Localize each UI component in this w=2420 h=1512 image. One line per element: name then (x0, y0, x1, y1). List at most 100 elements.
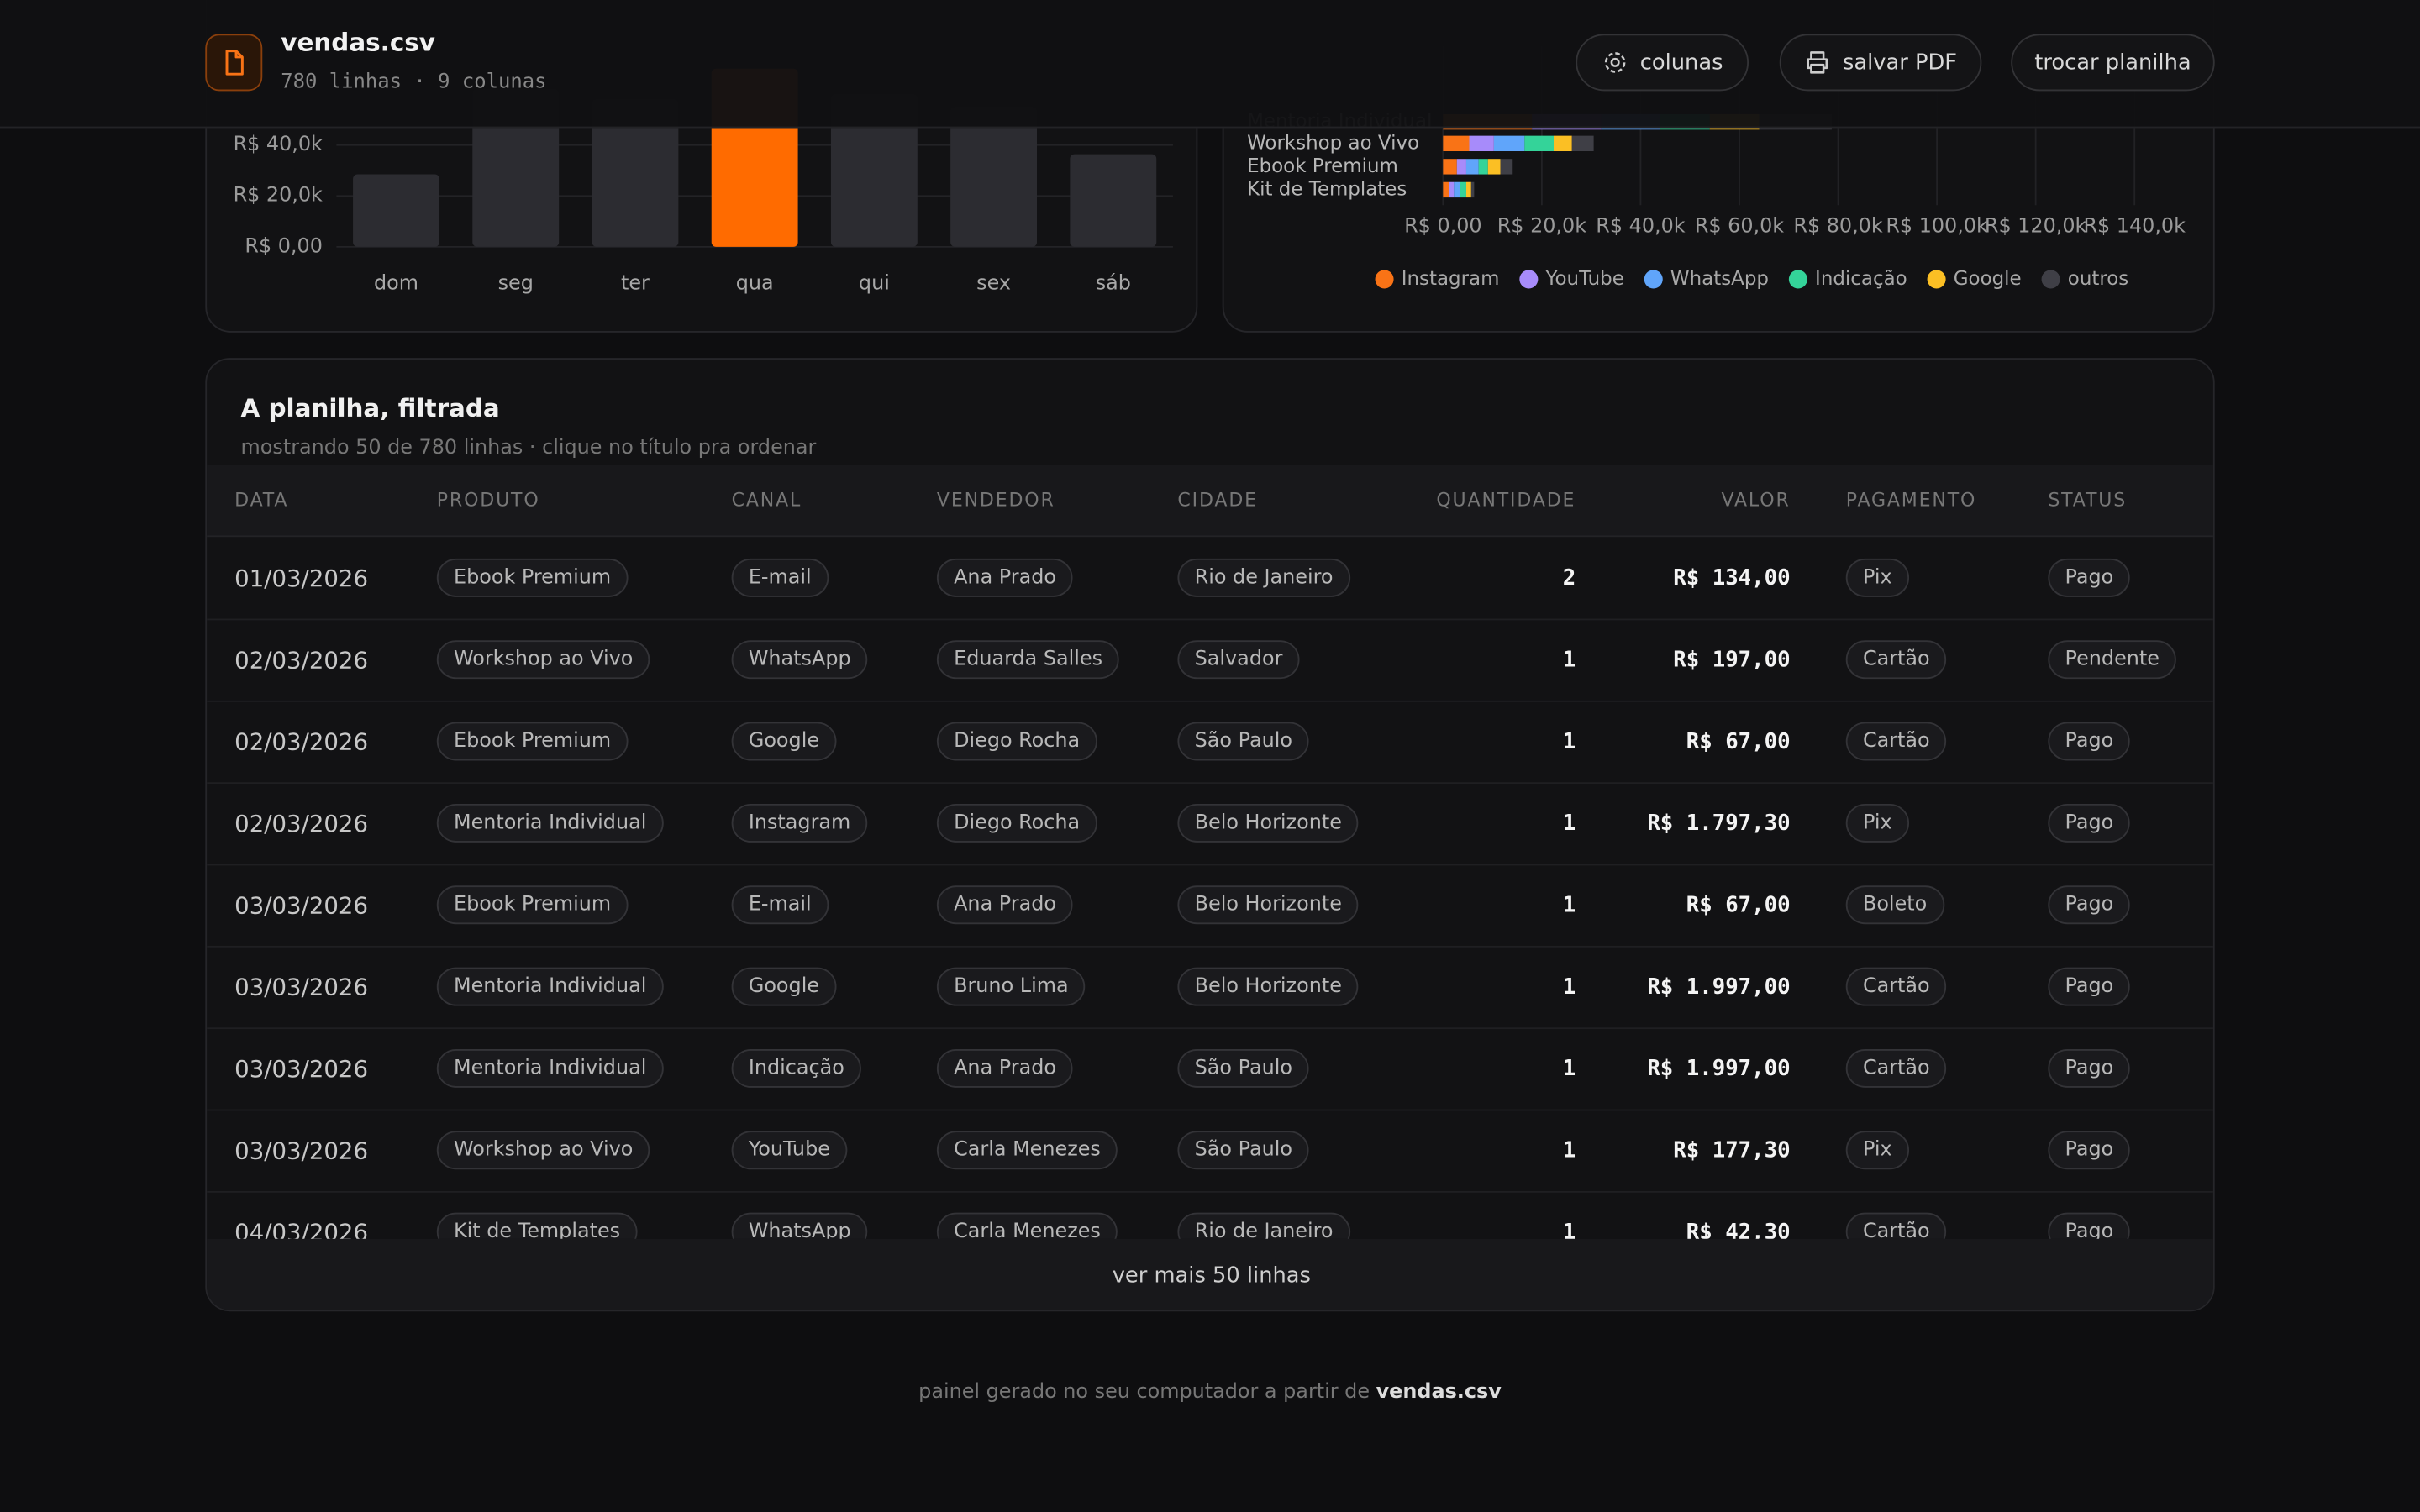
x-tick-label: R$ 80,0k (1793, 214, 1882, 238)
cell-value: R$ 42,30 (1686, 1219, 1791, 1239)
cell-date: 03/03/2026 (234, 973, 369, 1001)
legend-swatch (1644, 270, 1663, 289)
load-more[interactable]: ver mais 50 linhas (207, 1238, 2213, 1310)
table-cell: Belo Horizonte (1150, 782, 1391, 864)
table-row: 03/03/2026 Ebook Premium E-mail Ana Prado Be… (207, 864, 2213, 948)
cell-chip: Pago (2048, 803, 2131, 843)
pdf-button[interactable]: salvar PDF (1779, 34, 1982, 92)
cell-value: R$ 134,00 (1673, 565, 1791, 591)
legend-swatch (1788, 270, 1807, 289)
table-body: 01/03/2026 Ebook Premium E-mail Ana Prado Ri… (207, 537, 2213, 1239)
column-header[interactable]: PAGAMENTO (1845, 489, 1977, 511)
cell-chip: São Paulo (1177, 1048, 1310, 1088)
switch-button[interactable]: trocar planilha (2011, 34, 2215, 92)
table-cell: 2 (1391, 537, 1603, 618)
cell-quantity: 1 (1562, 647, 1576, 672)
table-cell: Google (704, 946, 909, 1027)
legend-swatch (1375, 270, 1394, 289)
cell-chip: Cartão (1845, 640, 1947, 680)
table-row: 02/03/2026 Ebook Premium Google Diego Rocha… (207, 701, 2213, 785)
column-header[interactable]: DATA (234, 489, 289, 511)
column-header[interactable]: VALOR (1721, 489, 1791, 511)
column-header[interactable]: PRODUTO (436, 489, 540, 511)
table-cell: 1 (1391, 1027, 1603, 1109)
table-cell: 1 (1391, 782, 1603, 864)
footer-file: vendas.csv (1376, 1380, 1502, 1404)
table-cell: Mentoria Individual (409, 1027, 704, 1109)
x-tick-label: R$ 40,0k (1596, 214, 1685, 238)
cell-chip: Ebook Premium (436, 885, 629, 925)
table-row: 01/03/2026 Ebook Premium E-mail Ana Prado Ri… (207, 537, 2213, 621)
bar-segment (1460, 181, 1466, 198)
table-row: 03/03/2026 Mentoria Individual Indicação An… (207, 1027, 2213, 1111)
table-cell: R$ 67,00 (1603, 864, 1818, 946)
table-cell: Pix (1818, 782, 2021, 864)
cell-chip: Salvador (1177, 640, 1300, 680)
cell-value: R$ 67,00 (1686, 728, 1791, 754)
x-tick-label: R$ 140,0k (2083, 214, 2186, 238)
legend-label: YouTube (1545, 268, 1624, 290)
table-cell: Cartão (1818, 1191, 2021, 1239)
cell-chip: Diego Rocha (936, 803, 1097, 843)
cell-chip: Pendente (2048, 640, 2177, 680)
table-cell: Pago (2020, 782, 2213, 864)
cell-chip: Mentoria Individual (436, 803, 664, 843)
cell-chip: E-mail (731, 885, 829, 925)
bar-segment (1524, 135, 1555, 152)
cell-date: 02/03/2026 (234, 727, 369, 756)
column-header[interactable]: VENDEDOR (936, 489, 1055, 511)
table-cell: Pendente (2020, 619, 2213, 701)
bar-segment (1443, 159, 1457, 175)
bar (472, 88, 560, 247)
header: vendas.csv 780 linhas · 9 colunas coluna… (0, 0, 2420, 129)
columns-button[interactable]: colunas (1576, 34, 1749, 92)
column-header[interactable]: QUANTIDADE (1436, 489, 1576, 511)
table-cell: Ebook Premium (409, 864, 704, 946)
table-row: 03/03/2026 Mentoria Individual Google Bruno… (207, 946, 2213, 1030)
table-row: 04/03/2026 Kit de Templates WhatsApp Carla … (207, 1191, 2213, 1239)
x-tick-label: qui (859, 270, 890, 294)
table-cell: R$ 42,30 (1603, 1191, 1818, 1239)
legend-label: Google (1954, 268, 2022, 290)
table-cell: Mentoria Individual (409, 782, 704, 864)
table-cell: Rio de Janeiro (1150, 1191, 1391, 1239)
table-cell: Pago (2020, 1110, 2213, 1191)
table-title: A planilha, filtrada (240, 393, 500, 423)
cell-chip: Google (731, 722, 837, 761)
table-cell: São Paulo (1150, 1110, 1391, 1191)
cell-chip: São Paulo (1177, 722, 1310, 761)
legend-label: WhatsApp (1670, 268, 1769, 290)
cell-chip: Pix (1845, 803, 1909, 843)
table-cell: Pago (2020, 864, 2213, 946)
file-meta: 780 linhas · 9 colunas (281, 71, 547, 95)
cell-chip: Cartão (1845, 1212, 1947, 1239)
table-cell: Belo Horizonte (1150, 946, 1391, 1027)
table-cell: R$ 1.797,30 (1603, 782, 1818, 864)
table-cell: Pago (2020, 701, 2213, 782)
cell-date: 03/03/2026 (234, 1136, 369, 1164)
cell-chip: Indicação (731, 1048, 862, 1088)
cell-chip: Pago (2048, 967, 2131, 1006)
cell-chip: Ebook Premium (436, 558, 629, 597)
file-icon (205, 34, 263, 92)
cell-date: 02/03/2026 (234, 809, 369, 837)
table-cell: 1 (1391, 1191, 1603, 1239)
cell-chip: Pago (2048, 558, 2131, 597)
table-row: 03/03/2026 Workshop ao Vivo YouTube Carla M… (207, 1110, 2213, 1193)
file-name: vendas.csv (281, 28, 435, 57)
column-header[interactable]: CIDADE (1177, 489, 1258, 511)
column-header[interactable]: CANAL (731, 489, 802, 511)
cell-chip: Workshop ao Vivo (436, 640, 650, 680)
bar (592, 99, 679, 247)
y-tick-label: Kit de Templates (1247, 178, 1407, 200)
button-label: trocar planilha (2034, 50, 2191, 76)
table-cell: Carla Menezes (909, 1110, 1150, 1191)
column-header[interactable]: STATUS (2048, 489, 2128, 511)
bar-segment (1449, 181, 1455, 198)
bar-segment (1470, 181, 1475, 198)
table-subtitle: mostrando 50 de 780 linhas · clique no t… (240, 436, 817, 460)
cell-chip: YouTube (731, 1131, 848, 1170)
cell-chip: Kit de Templates (436, 1212, 638, 1239)
cell-value: R$ 177,30 (1673, 1137, 1791, 1163)
